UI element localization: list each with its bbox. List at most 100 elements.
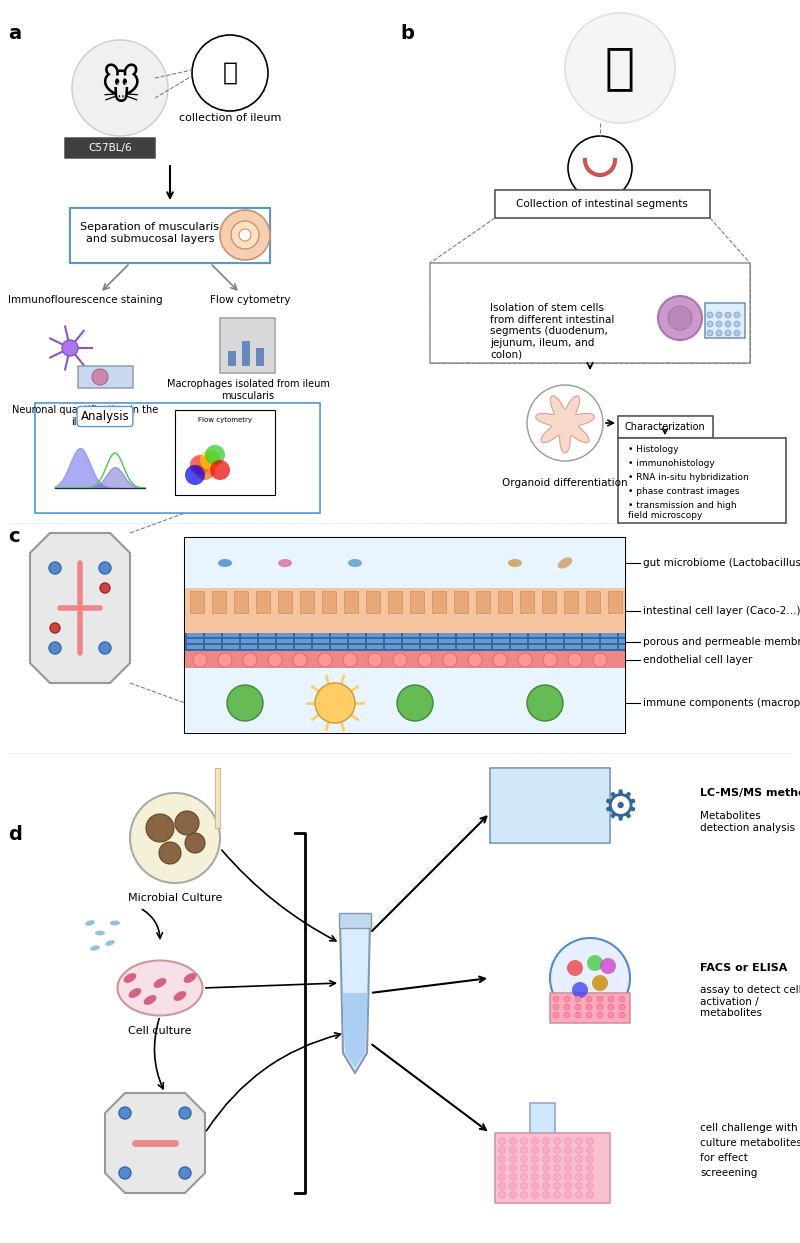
- FancyBboxPatch shape: [35, 403, 320, 513]
- Circle shape: [193, 653, 207, 667]
- Circle shape: [600, 958, 616, 975]
- Circle shape: [293, 653, 307, 667]
- Polygon shape: [30, 533, 130, 682]
- Circle shape: [119, 1167, 131, 1180]
- Circle shape: [243, 653, 257, 667]
- FancyBboxPatch shape: [550, 993, 630, 1023]
- Circle shape: [554, 1146, 561, 1154]
- Polygon shape: [348, 559, 362, 567]
- Circle shape: [586, 1137, 594, 1145]
- FancyBboxPatch shape: [495, 190, 710, 218]
- Text: Macrophages isolated from ileum
muscularis: Macrophages isolated from ileum muscular…: [166, 379, 330, 400]
- Circle shape: [734, 312, 740, 318]
- Circle shape: [521, 1173, 527, 1181]
- Circle shape: [498, 1156, 506, 1162]
- Circle shape: [587, 955, 603, 971]
- Text: Cell culture: Cell culture: [128, 1025, 192, 1035]
- Circle shape: [586, 1173, 594, 1181]
- Bar: [185, 633, 187, 651]
- Circle shape: [498, 1137, 506, 1145]
- Polygon shape: [508, 559, 522, 567]
- Bar: [256, 590, 270, 613]
- Bar: [190, 590, 204, 613]
- Circle shape: [565, 1146, 571, 1154]
- Circle shape: [707, 329, 713, 336]
- Text: intestinal cell layer (Caco-2...): intestinal cell layer (Caco-2...): [643, 607, 800, 617]
- Bar: [212, 590, 226, 613]
- Circle shape: [575, 1004, 581, 1011]
- Circle shape: [565, 1182, 571, 1190]
- Circle shape: [586, 1192, 594, 1198]
- Circle shape: [521, 1192, 527, 1198]
- Circle shape: [575, 1173, 582, 1181]
- Bar: [185, 588, 625, 633]
- Circle shape: [586, 1156, 594, 1162]
- Text: assay to detect cell
activation /
metabolites: assay to detect cell activation / metabo…: [700, 984, 800, 1018]
- Ellipse shape: [110, 920, 120, 926]
- FancyBboxPatch shape: [70, 208, 270, 264]
- FancyBboxPatch shape: [618, 416, 713, 438]
- Polygon shape: [105, 1093, 205, 1193]
- Circle shape: [597, 996, 603, 1002]
- Bar: [563, 633, 565, 651]
- Circle shape: [159, 842, 181, 864]
- Bar: [542, 590, 556, 613]
- Circle shape: [72, 40, 168, 135]
- Circle shape: [586, 1146, 594, 1154]
- Circle shape: [597, 1012, 603, 1018]
- Circle shape: [592, 975, 608, 991]
- Circle shape: [510, 1146, 517, 1154]
- Circle shape: [586, 996, 592, 1002]
- Bar: [242, 341, 250, 365]
- Circle shape: [575, 1192, 582, 1198]
- Circle shape: [597, 1004, 603, 1011]
- Circle shape: [586, 1182, 594, 1190]
- Text: Analysis: Analysis: [81, 410, 130, 423]
- Bar: [185, 636, 625, 639]
- Text: Organoid differentiation: Organoid differentiation: [502, 479, 628, 488]
- Bar: [388, 590, 402, 613]
- Text: Isolation of stem cells
from different intestinal
segments (duodenum,
jejunum, i: Isolation of stem cells from different i…: [490, 303, 614, 359]
- Circle shape: [586, 1012, 592, 1018]
- Circle shape: [554, 1156, 561, 1162]
- Circle shape: [393, 653, 407, 667]
- Bar: [545, 633, 547, 651]
- Bar: [491, 633, 493, 651]
- Ellipse shape: [154, 978, 166, 988]
- Circle shape: [521, 1165, 527, 1171]
- Text: Characterization: Characterization: [625, 423, 706, 433]
- Circle shape: [531, 1192, 538, 1198]
- Circle shape: [553, 996, 559, 1002]
- Bar: [432, 590, 446, 613]
- Bar: [293, 633, 295, 651]
- Circle shape: [531, 1146, 538, 1154]
- Circle shape: [716, 312, 722, 318]
- Circle shape: [498, 1165, 506, 1171]
- Polygon shape: [218, 559, 232, 567]
- Circle shape: [553, 1012, 559, 1018]
- Circle shape: [725, 312, 731, 318]
- Ellipse shape: [85, 920, 95, 926]
- FancyBboxPatch shape: [495, 1132, 610, 1203]
- Text: Neuronal quantification in the ileum: Neuronal quantification in the ileum: [12, 405, 158, 426]
- Circle shape: [565, 1165, 571, 1171]
- Circle shape: [593, 653, 607, 667]
- Circle shape: [568, 653, 582, 667]
- Text: porous and permeable membrane: porous and permeable membrane: [643, 636, 800, 648]
- Bar: [581, 633, 583, 651]
- Circle shape: [542, 1146, 550, 1154]
- Circle shape: [185, 833, 205, 853]
- Circle shape: [179, 1108, 191, 1119]
- Bar: [185, 649, 625, 651]
- Text: C57BL/6: C57BL/6: [88, 143, 132, 153]
- Circle shape: [531, 1156, 538, 1162]
- Bar: [185, 633, 625, 651]
- Circle shape: [527, 685, 563, 721]
- Circle shape: [586, 1004, 592, 1011]
- Circle shape: [716, 321, 722, 327]
- Circle shape: [554, 1137, 561, 1145]
- Circle shape: [575, 1137, 582, 1145]
- Ellipse shape: [558, 557, 572, 568]
- Circle shape: [179, 1167, 191, 1180]
- Circle shape: [510, 1137, 517, 1145]
